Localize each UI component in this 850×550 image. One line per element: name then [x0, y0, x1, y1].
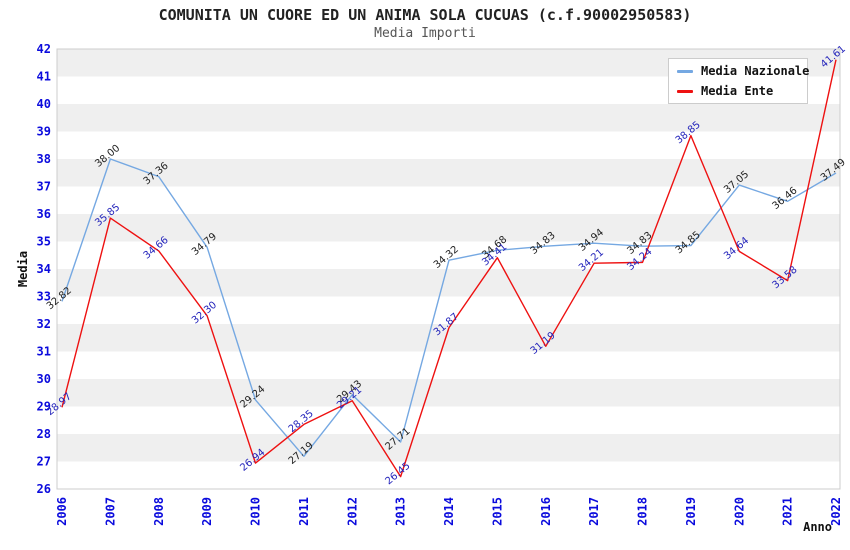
x-tick-label: 2015 — [490, 497, 504, 526]
y-tick-label: 31 — [37, 345, 51, 359]
x-tick-label: 2010 — [249, 497, 263, 526]
x-tick-label: 2020 — [732, 497, 746, 526]
y-tick-label: 32 — [37, 317, 51, 331]
x-tick-label: 2022 — [829, 497, 843, 526]
legend-label: Media Ente — [701, 84, 774, 98]
x-tick-label: 2011 — [297, 497, 311, 526]
y-tick-label: 27 — [37, 455, 51, 469]
legend-line-swatch — [677, 69, 693, 73]
x-tick-label: 2007 — [103, 497, 117, 526]
y-tick-label: 41 — [37, 70, 51, 84]
data-label: 28.35 — [287, 408, 316, 435]
grid-band — [57, 269, 840, 297]
y-tick-label: 39 — [37, 125, 51, 139]
y-tick-label: 37 — [37, 180, 51, 194]
x-tick-label: 2017 — [587, 497, 601, 526]
grid-band — [57, 214, 840, 242]
y-tick-label: 30 — [37, 372, 51, 386]
x-tick-label: 2018 — [636, 497, 650, 526]
y-tick-label: 33 — [37, 290, 51, 304]
x-tick-label: 2008 — [152, 497, 166, 526]
y-axis-title: Media — [16, 251, 30, 287]
grid-band — [57, 104, 840, 132]
chart-title: COMUNITA UN CUORE ED UN ANIMA SOLA CUCUA… — [158, 6, 692, 24]
data-label: 26.45 — [384, 460, 413, 487]
chart-subtitle: Media Importi — [374, 26, 476, 41]
x-axis-title: Anno — [803, 520, 832, 534]
x-tick-label: 2012 — [345, 497, 359, 526]
x-tick-label: 2014 — [442, 497, 456, 526]
x-tick-label: 2019 — [684, 497, 698, 526]
plot-area-border — [56, 48, 841, 490]
x-tick-label: 2016 — [539, 497, 553, 526]
data-label: 36.46 — [771, 185, 800, 212]
data-label: 32.30 — [190, 300, 219, 327]
line-media-ente — [61, 59, 837, 478]
grid-band — [57, 379, 840, 407]
x-tick-label: 2009 — [200, 497, 214, 526]
y-tick-label: 26 — [37, 482, 51, 496]
y-tick-label: 34 — [37, 262, 51, 276]
legend-item: Media Nazionale — [677, 63, 809, 79]
y-tick-label: 40 — [37, 97, 51, 111]
y-tick-label: 35 — [37, 235, 51, 249]
x-tick-label: 2021 — [781, 497, 795, 526]
y-tick-label: 36 — [37, 207, 51, 221]
x-tick-label: 2013 — [394, 497, 408, 526]
legend-label: Media Nazionale — [701, 64, 810, 78]
legend: Media Nazionale Media Ente — [668, 58, 809, 104]
y-tick-label: 29 — [37, 400, 51, 414]
line-media-nazionale — [61, 158, 837, 457]
legend-line-swatch — [677, 89, 693, 93]
grid-band — [57, 159, 840, 187]
y-tick-label: 38 — [37, 152, 51, 166]
x-tick-label: 2006 — [55, 497, 69, 526]
grid-band — [57, 434, 840, 462]
data-label: 34.32 — [432, 244, 461, 271]
y-tick-label: 42 — [37, 42, 51, 56]
y-tick-label: 28 — [37, 427, 51, 441]
legend-item: Media Ente — [677, 83, 799, 99]
